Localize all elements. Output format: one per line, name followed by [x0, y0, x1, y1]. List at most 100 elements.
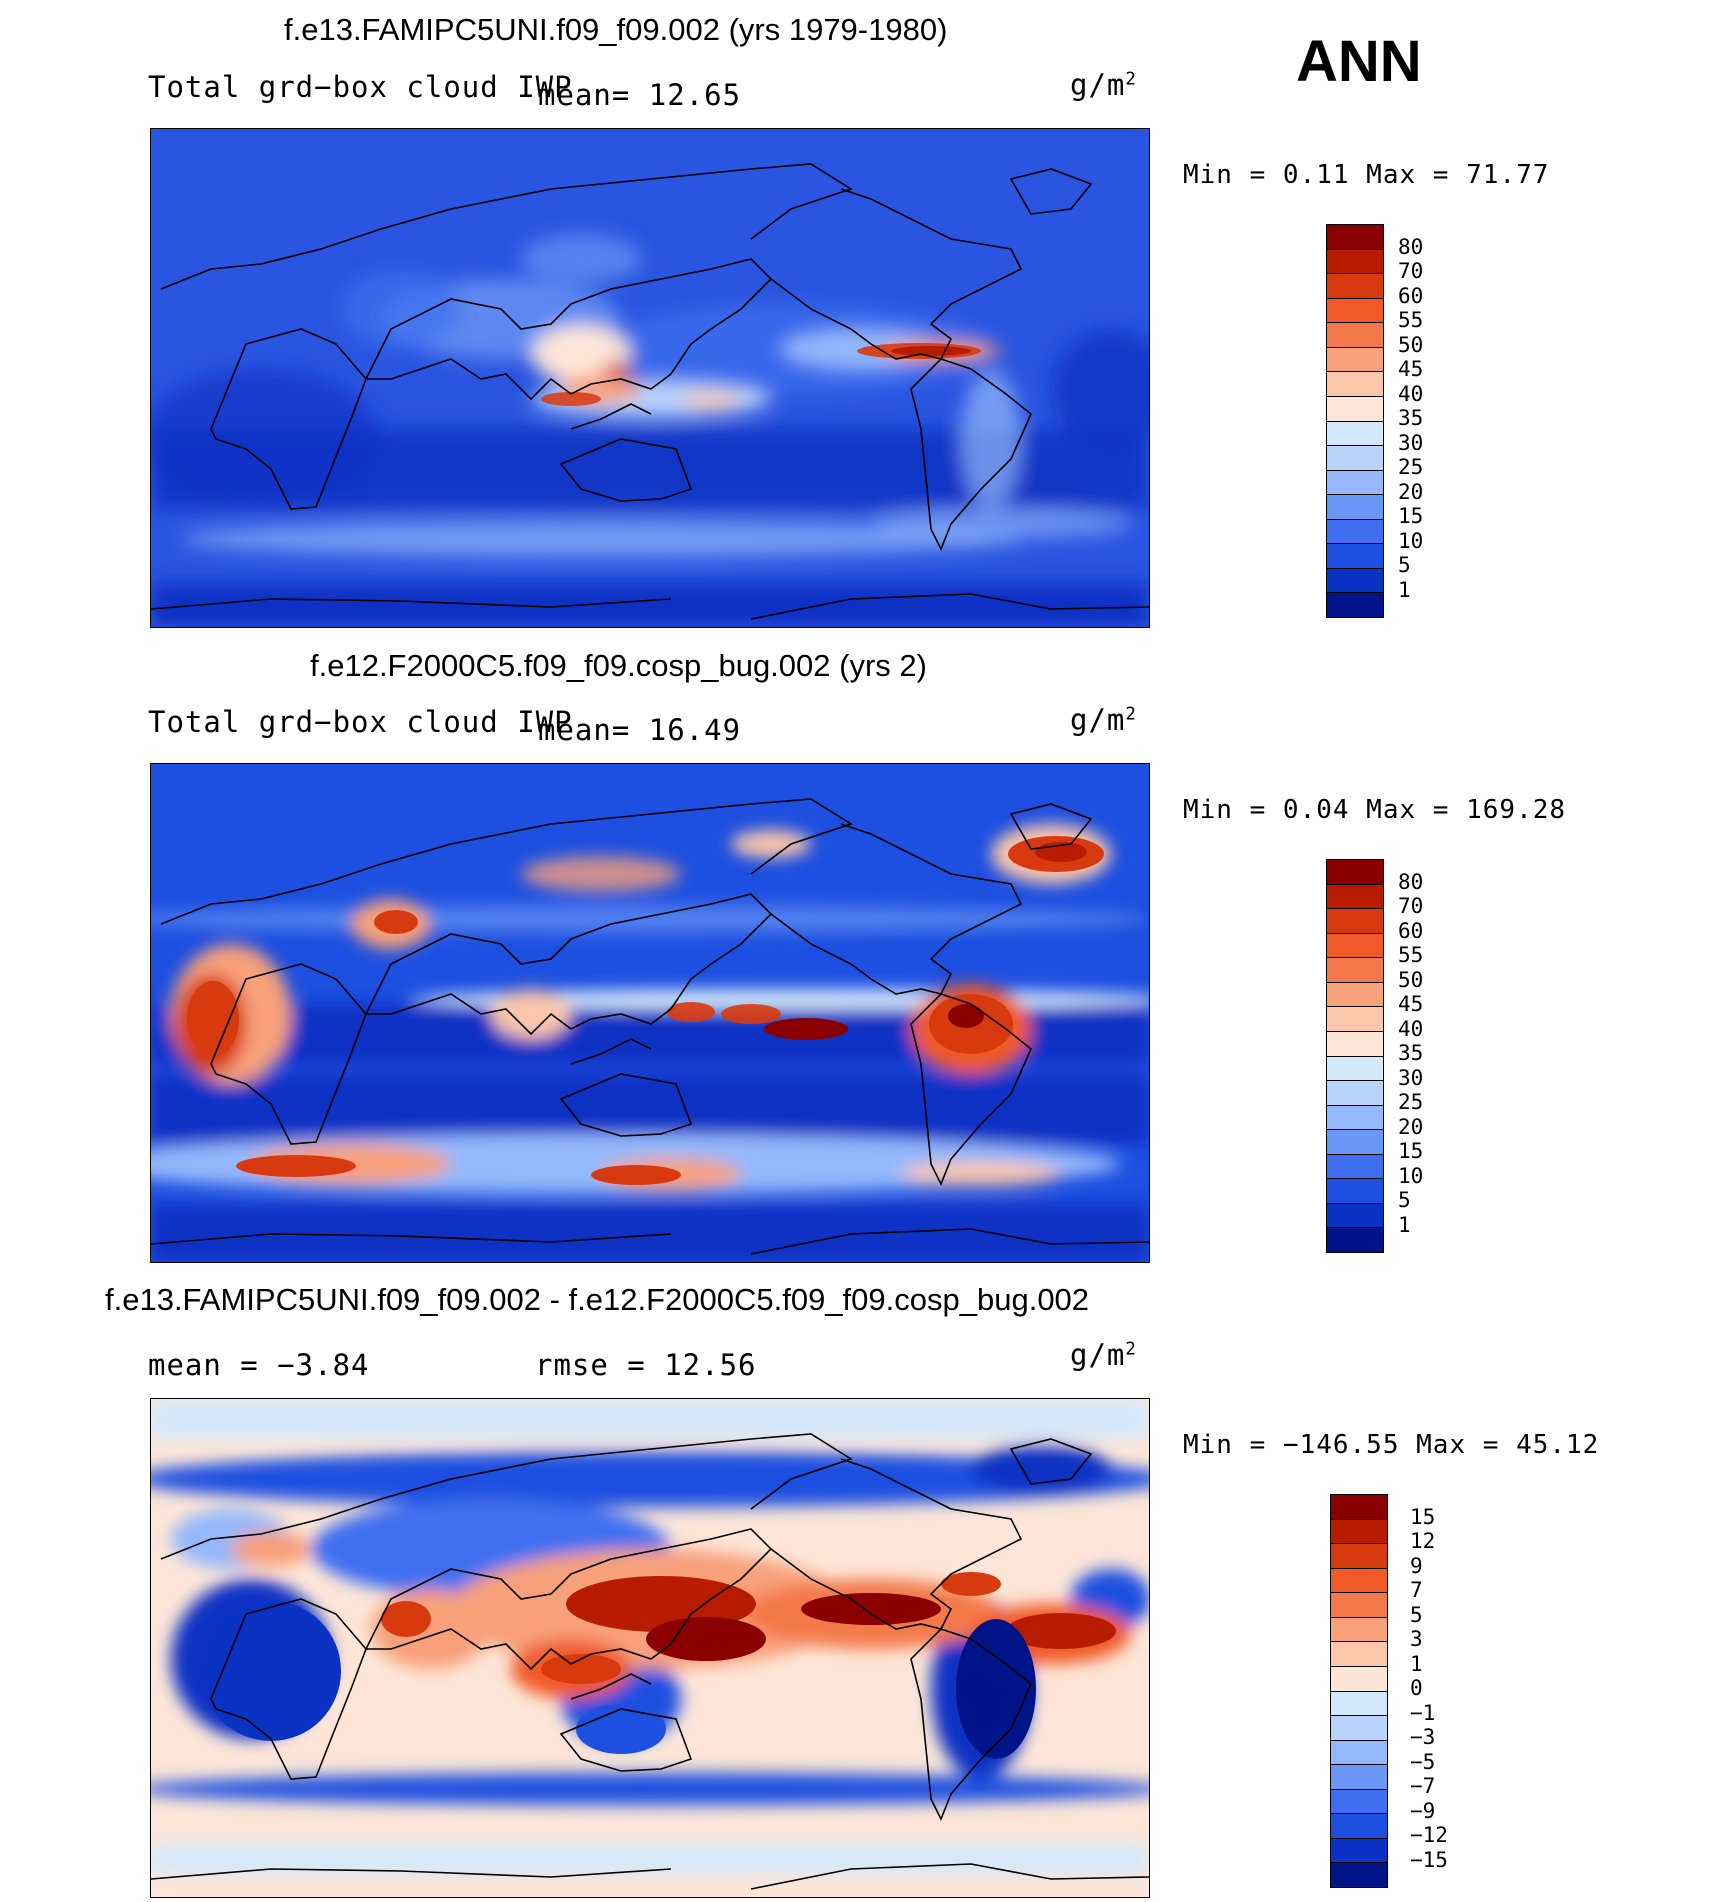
colorbar-tick-label: 30 — [1398, 430, 1424, 455]
panel-2-units: g/m2 — [1070, 703, 1137, 737]
colorbar-tick-label: −5 — [1410, 1749, 1436, 1774]
colorbar-swatch — [1331, 1740, 1387, 1766]
panel-2-map — [150, 763, 1150, 1263]
colorbar-swatch — [1331, 1716, 1387, 1741]
colorbar-swatch — [1327, 1056, 1383, 1082]
panel-3-colorbar — [1330, 1494, 1388, 1888]
panel-1-colorbar — [1326, 224, 1384, 618]
panel-2-title: f.e12.F2000C5.f09_f09.cosp_bug.002 (yrs … — [310, 648, 927, 683]
colorbar-swatch — [1327, 1031, 1383, 1057]
colorbar-swatch — [1327, 470, 1383, 496]
colorbar-swatch — [1331, 1814, 1387, 1839]
colorbar-swatch — [1327, 958, 1383, 983]
colorbar-tick-label: 5 — [1410, 1602, 1423, 1627]
panel-1-units: g/m2 — [1070, 68, 1137, 102]
colorbar-swatch — [1327, 446, 1383, 471]
colorbar-tick-label: 55 — [1398, 943, 1424, 967]
colorbar-swatch — [1327, 1007, 1383, 1032]
panel-3-units: g/m2 — [1070, 1338, 1137, 1372]
colorbar-swatch — [1327, 1228, 1383, 1252]
colorbar-tick-label: 15 — [1398, 504, 1424, 528]
colorbar-tick-label: 60 — [1398, 918, 1424, 943]
colorbar-tick-label: 12 — [1410, 1529, 1436, 1553]
colorbar-swatch — [1331, 1691, 1387, 1717]
colorbar-tick-label: 40 — [1398, 381, 1424, 406]
colorbar-tick-label: 40 — [1398, 1016, 1424, 1041]
colorbar-swatch — [1327, 396, 1383, 422]
panel-1-minmax: Min = 0.11 Max = 71.77 — [1183, 160, 1550, 190]
colorbar-tick-label: 25 — [1398, 1090, 1424, 1114]
colorbar-swatch — [1331, 1519, 1387, 1545]
colorbar-swatch — [1327, 1081, 1383, 1106]
panel-3-minmax: Min = −146.55 Max = 45.12 — [1183, 1430, 1600, 1460]
season-label: ANN — [1296, 29, 1422, 94]
colorbar-tick-label: −15 — [1410, 1847, 1448, 1872]
panel-2-variable-label: Total grd−box cloud IWP — [148, 705, 573, 739]
panel-3-field — [151, 1399, 1149, 1897]
colorbar-swatch — [1331, 1642, 1387, 1667]
panel-1-map — [150, 128, 1150, 628]
colorbar-swatch — [1327, 568, 1383, 594]
panel-1-variable-label: Total grd−box cloud IWP — [148, 70, 573, 104]
colorbar-swatch — [1331, 1838, 1387, 1864]
colorbar-swatch — [1331, 1495, 1387, 1520]
panel-3-map — [150, 1398, 1150, 1898]
colorbar-swatch — [1327, 347, 1383, 373]
panel-2-minmax: Min = 0.04 Max = 169.28 — [1183, 795, 1567, 825]
panel-3-rmse: rmse = 12.56 — [535, 1348, 757, 1382]
colorbar-tick-label: 20 — [1398, 479, 1424, 504]
colorbar-swatch — [1331, 1593, 1387, 1618]
colorbar-swatch — [1327, 1179, 1383, 1204]
colorbar-swatch — [1327, 519, 1383, 545]
colorbar-tick-label: 15 — [1398, 1139, 1424, 1163]
colorbar-tick-label: −3 — [1410, 1725, 1436, 1749]
colorbar-tick-label: 7 — [1410, 1578, 1423, 1602]
colorbar-swatch — [1327, 1130, 1383, 1155]
colorbar-swatch — [1331, 1544, 1387, 1569]
panel-1-title: f.e13.FAMIPC5UNI.f09_f09.002 (yrs 1979-1… — [284, 12, 948, 47]
colorbar-swatch — [1331, 1666, 1387, 1692]
panel-1-field — [151, 129, 1149, 627]
colorbar-tick-label: 0 — [1410, 1676, 1423, 1700]
colorbar-tick-label: 3 — [1410, 1627, 1423, 1651]
colorbar-tick-label: 10 — [1398, 528, 1424, 553]
colorbar-tick-label: −9 — [1410, 1798, 1436, 1823]
colorbar-swatch — [1327, 933, 1383, 959]
colorbar-tick-label: 1 — [1410, 1651, 1423, 1676]
colorbar-tick-label: 70 — [1398, 894, 1424, 918]
colorbar-swatch — [1327, 421, 1383, 447]
colorbar-swatch — [1327, 909, 1383, 934]
colorbar-tick-label: 55 — [1398, 308, 1424, 332]
colorbar-swatch — [1327, 372, 1383, 397]
colorbar-tick-label: 35 — [1398, 1041, 1424, 1065]
colorbar-swatch — [1327, 298, 1383, 324]
colorbar-swatch — [1327, 593, 1383, 617]
colorbar-swatch — [1331, 1617, 1387, 1643]
colorbar-swatch — [1327, 544, 1383, 569]
colorbar-swatch — [1327, 860, 1383, 885]
colorbar-swatch — [1327, 1203, 1383, 1229]
colorbar-tick-label: 1 — [1398, 1212, 1411, 1237]
colorbar-tick-label: 80 — [1398, 869, 1424, 894]
colorbar-tick-label: 35 — [1398, 406, 1424, 430]
colorbar-swatch — [1327, 884, 1383, 910]
colorbar-tick-label: 25 — [1398, 455, 1424, 479]
colorbar-tick-label: −7 — [1410, 1774, 1436, 1798]
colorbar-swatch — [1327, 982, 1383, 1008]
colorbar-tick-label: 30 — [1398, 1065, 1424, 1090]
colorbar-tick-label: 15 — [1410, 1504, 1436, 1529]
panel-2-field — [151, 764, 1149, 1262]
panel-2-mean: mean= 16.49 — [538, 713, 742, 747]
colorbar-swatch — [1327, 274, 1383, 299]
colorbar-tick-label: 5 — [1398, 1188, 1411, 1212]
colorbar-swatch — [1327, 1105, 1383, 1131]
colorbar-tick-label: 5 — [1398, 553, 1411, 577]
colorbar-tick-label: −1 — [1410, 1700, 1436, 1725]
colorbar-tick-label: 70 — [1398, 259, 1424, 283]
panel-1-mean: mean= 12.65 — [538, 78, 742, 112]
colorbar-tick-label: 1 — [1398, 577, 1411, 602]
colorbar-swatch — [1331, 1568, 1387, 1594]
colorbar-tick-label: 9 — [1410, 1553, 1423, 1578]
panel-3-mean: mean = −3.84 — [148, 1348, 370, 1382]
colorbar-swatch — [1331, 1765, 1387, 1790]
